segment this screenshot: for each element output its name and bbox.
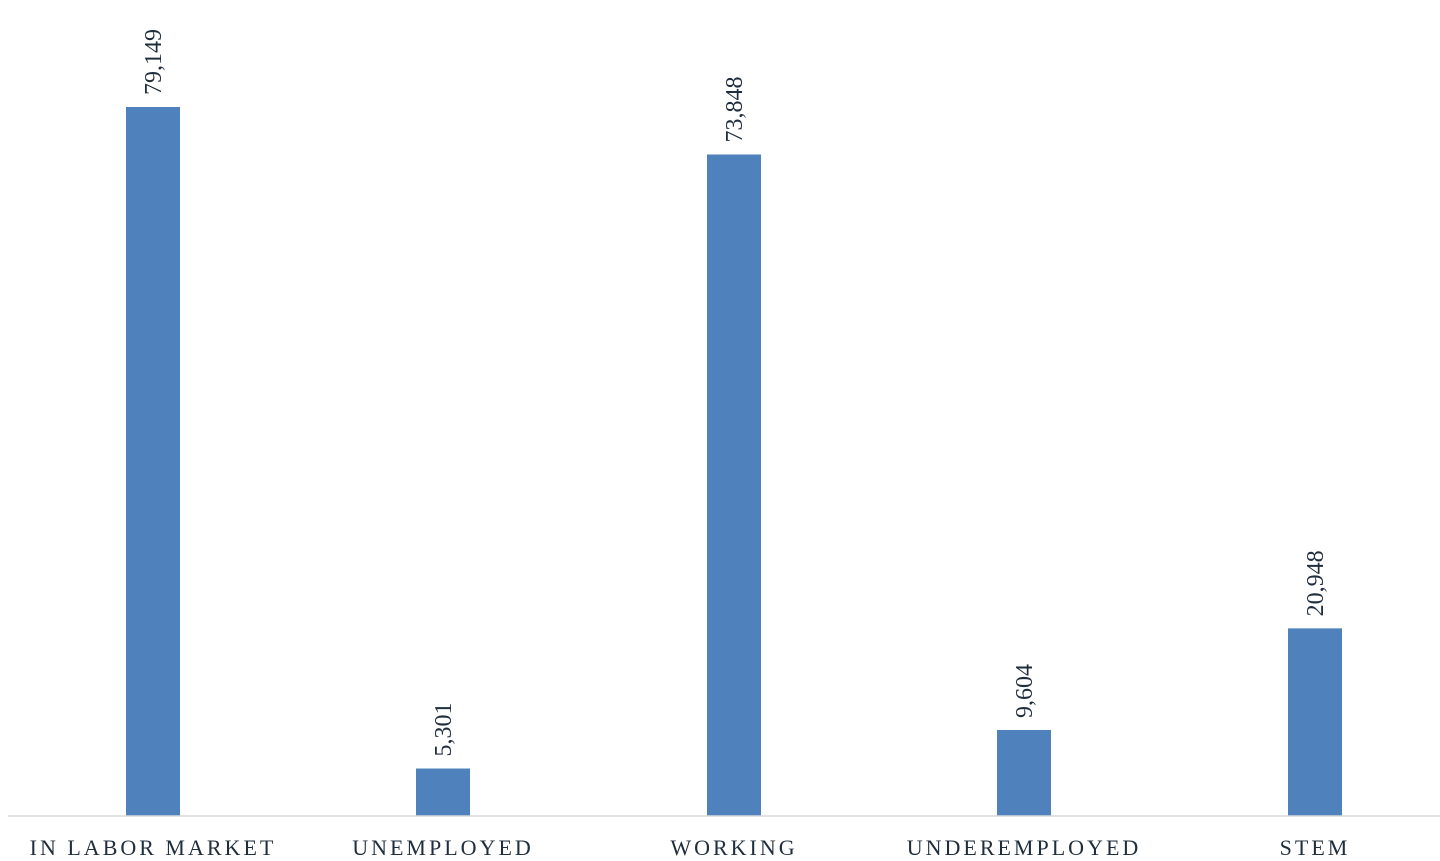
data-label: 9,604 bbox=[1012, 664, 1038, 718]
data-label: 73,848 bbox=[722, 76, 748, 142]
category-label: UNDEREMPLOYED bbox=[907, 835, 1142, 860]
category-label: UNEMPLOYED bbox=[352, 835, 534, 860]
data-label: 5,301 bbox=[431, 703, 457, 757]
category-labels-group: IN LABOR MARKET UNEMPLOYED WORKING UNDEREMP… bbox=[30, 835, 1351, 860]
bar-working bbox=[707, 154, 761, 816]
bars-group bbox=[126, 107, 1342, 816]
bar-unemployed bbox=[416, 768, 470, 816]
bar-underemployed bbox=[997, 729, 1051, 816]
category-label: STEM bbox=[1280, 835, 1351, 860]
bar-in-labor-market bbox=[126, 107, 180, 816]
value-labels-group: 79,149 5,301 73,848 9,604 20,948 bbox=[141, 29, 1329, 757]
data-label: 79,149 bbox=[141, 29, 167, 95]
category-label: WORKING bbox=[670, 835, 797, 860]
data-label: 20,948 bbox=[1303, 550, 1329, 616]
category-label: IN LABOR MARKET bbox=[30, 835, 277, 860]
bar-stem bbox=[1288, 628, 1342, 816]
